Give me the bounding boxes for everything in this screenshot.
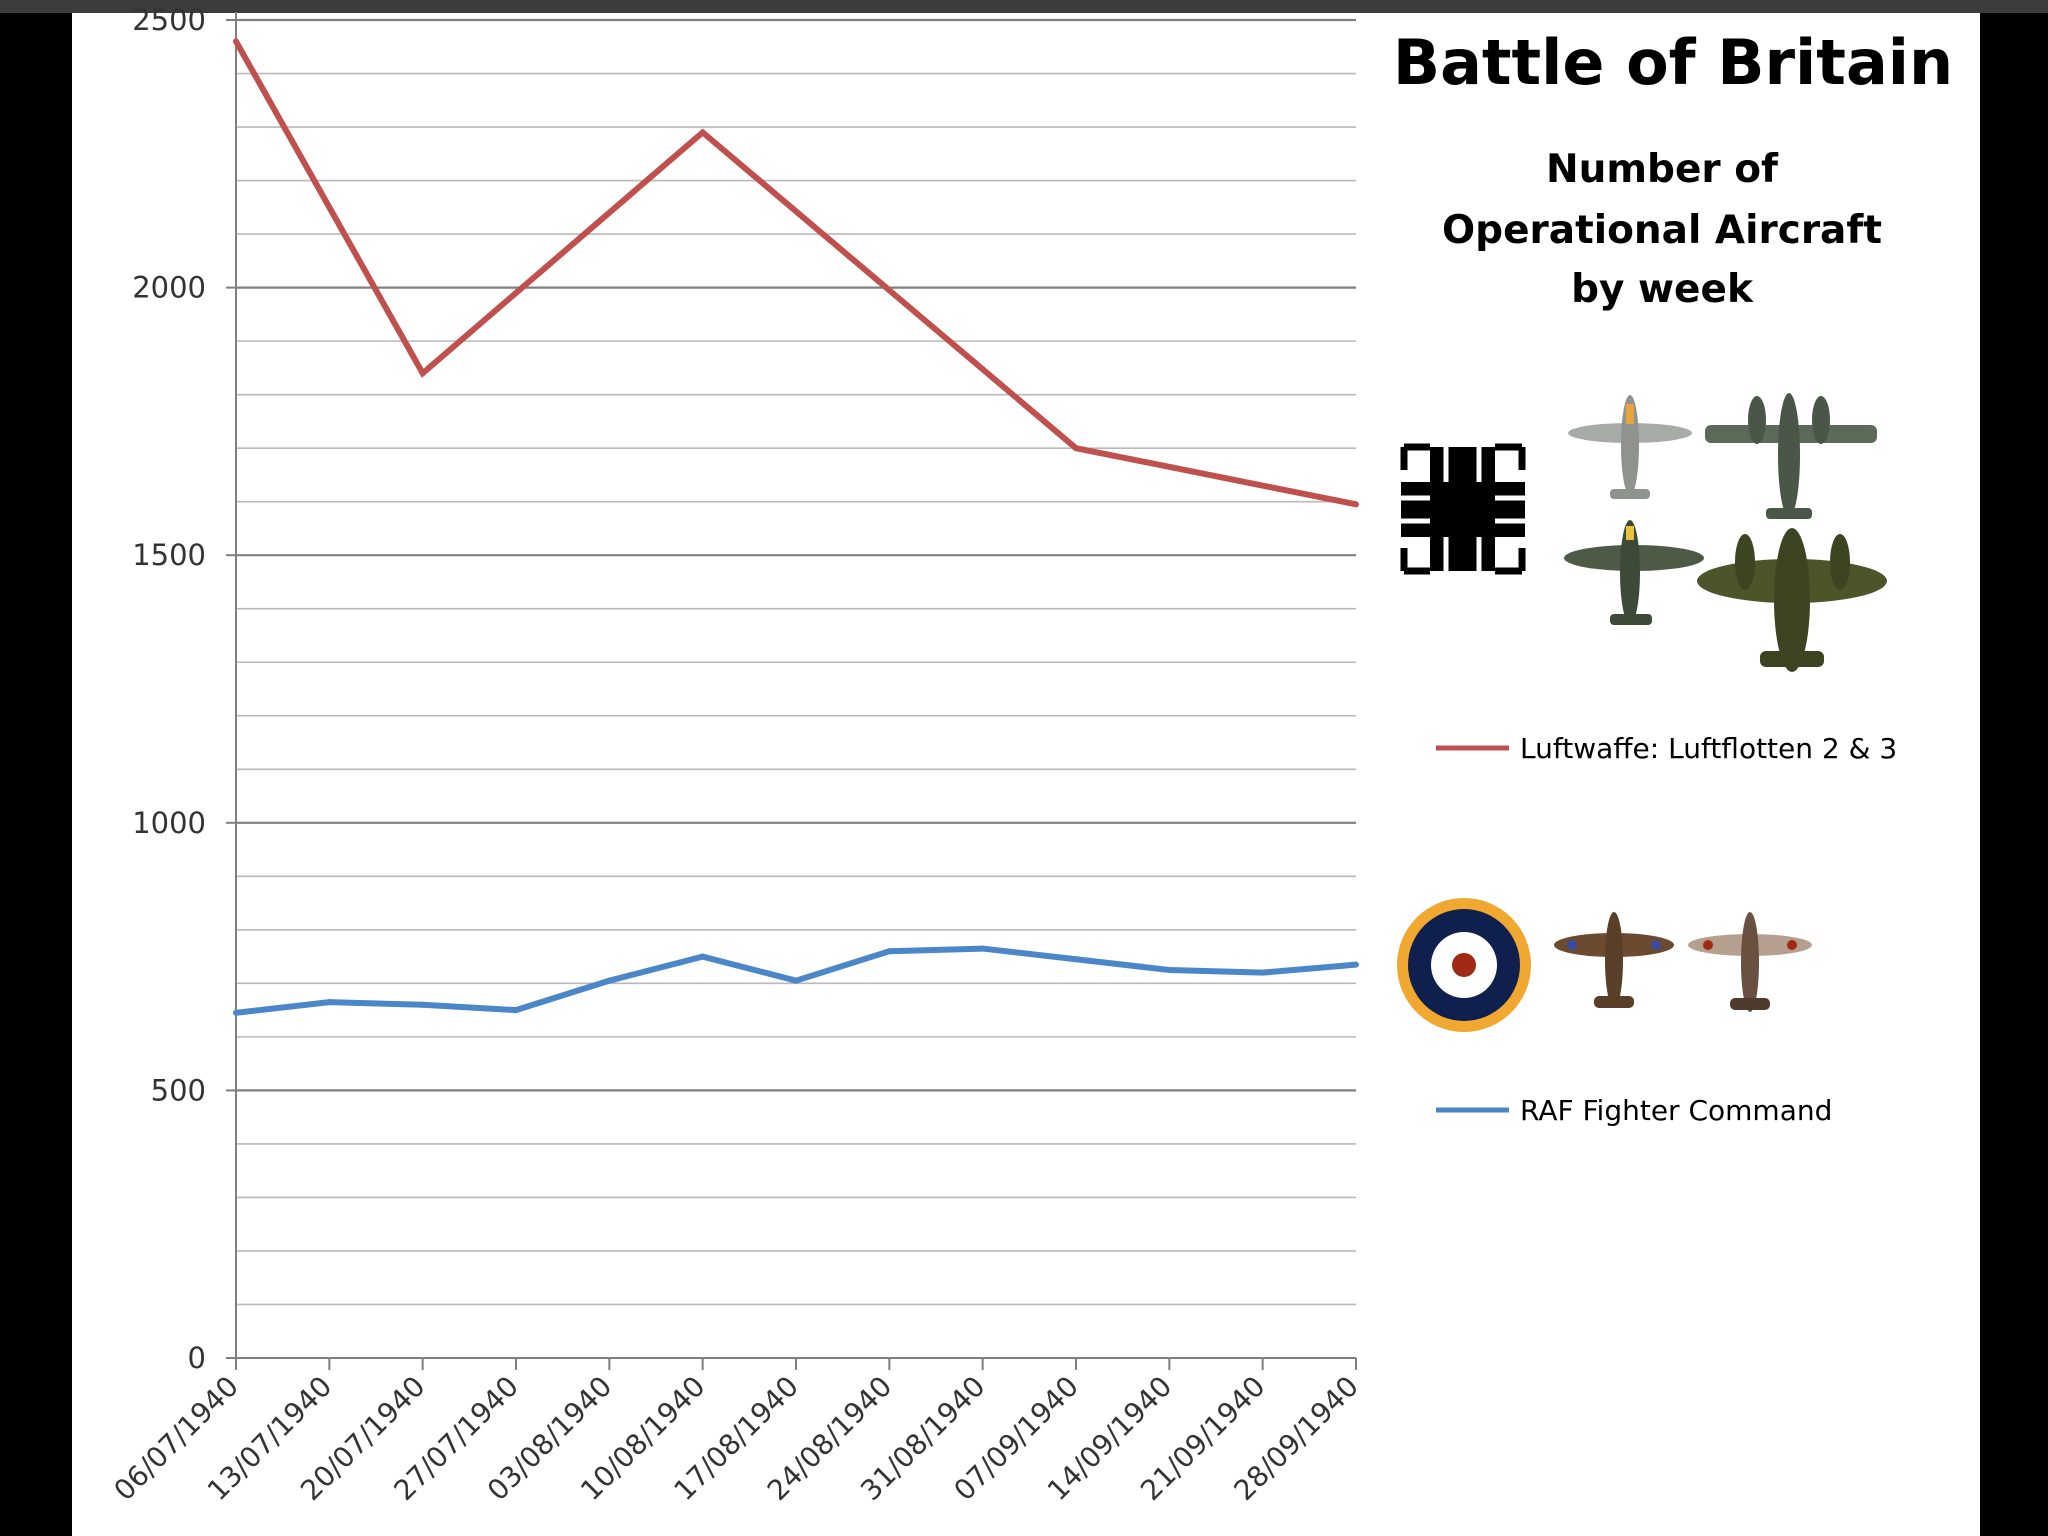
y-tick-label-0: 0 xyxy=(188,1341,206,1375)
series-1-point-0 xyxy=(233,1009,239,1016)
series-1-point-1 xyxy=(326,999,333,1006)
series-1-point-12 xyxy=(1353,961,1359,968)
series-1-point-4 xyxy=(606,977,613,984)
luftwaffe-aircraft-icons xyxy=(1564,393,1887,672)
series-0-point-0 xyxy=(233,38,239,45)
hurricane-top-icon xyxy=(1554,912,1674,1008)
bf109-top-icon xyxy=(1568,395,1692,499)
gridlines xyxy=(236,18,1356,1306)
series-1-point-2 xyxy=(419,1001,426,1008)
chart-subtitle-line-3: by week xyxy=(1571,267,1754,312)
series-1-point-8 xyxy=(979,945,986,952)
series-line-0 xyxy=(233,39,1357,508)
raf-roundel-icon xyxy=(1397,898,1531,1032)
series-0-point-2 xyxy=(419,370,426,377)
chart-panel xyxy=(72,13,1980,1536)
series-0-point-9 xyxy=(1073,445,1079,452)
raf-aircraft-icons xyxy=(1554,912,1812,1012)
series-0-point-12 xyxy=(1353,501,1359,508)
chart-subtitle-line-2: Operational Aircraft xyxy=(1442,208,1882,253)
bf110-top-icon xyxy=(1705,393,1877,519)
chart-title: Battle of Britain xyxy=(1393,26,1953,99)
series-1-point-3 xyxy=(513,1007,519,1014)
series-lines xyxy=(233,38,1359,1016)
x-tick-labels: 06/07/194013/07/194020/07/194027/07/1940… xyxy=(107,1370,1364,1507)
y-tick-label-500: 500 xyxy=(151,1073,206,1107)
series-1-point-5 xyxy=(699,953,706,960)
series-0-point-5 xyxy=(699,129,706,136)
series-1-point-7 xyxy=(886,948,893,955)
chart-subtitle-line-1: Number of xyxy=(1546,147,1779,192)
y-tick-label-2000: 2000 xyxy=(132,271,206,305)
y-tick-label-2500: 2500 xyxy=(132,3,206,37)
legend-raf-label: RAF Fighter Command xyxy=(1520,1094,1832,1127)
series-1-point-6 xyxy=(793,977,799,984)
bf109-camo-top-icon xyxy=(1564,520,1704,625)
axes xyxy=(226,12,1357,1370)
series-1-point-10 xyxy=(1166,966,1173,973)
legend-raf: RAF Fighter Command xyxy=(1436,1094,1832,1127)
series-1-point-9 xyxy=(1073,956,1079,963)
spitfire-top-icon xyxy=(1688,912,1812,1012)
balkenkreuz-icon xyxy=(1400,443,1526,575)
legend-luftwaffe-label: Luftwaffe: Luftflotten 2 & 3 xyxy=(1520,732,1897,765)
series-1-point-11 xyxy=(1259,969,1266,976)
y-tick-label-1000: 1000 xyxy=(132,806,206,840)
he111-top-icon xyxy=(1697,528,1887,672)
y-tick-labels: 0 500 1000 1500 2000 2500 xyxy=(132,3,206,1375)
window-top-bar xyxy=(0,0,2048,13)
y-tick-label-1500: 1500 xyxy=(132,538,206,572)
legend-luftwaffe: Luftwaffe: Luftflotten 2 & 3 xyxy=(1436,732,1897,765)
window-right-edge xyxy=(1980,13,2048,1536)
